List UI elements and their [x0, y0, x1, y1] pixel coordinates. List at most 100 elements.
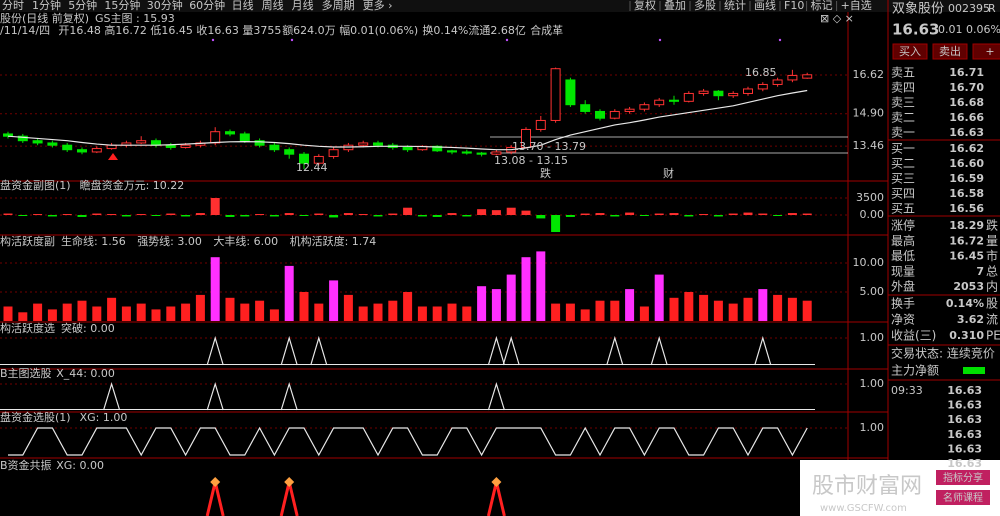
panel-title: 大丰线: 6.00: [213, 234, 278, 248]
main-net-label: 主力净额: [891, 364, 939, 378]
tool-button[interactable]: 统计: [724, 0, 746, 12]
candle-body: [609, 110, 620, 119]
period-tab[interactable]: 60分钟: [189, 0, 225, 12]
bar: [802, 213, 812, 215]
annotation: 13.08 - 13.15: [494, 154, 568, 167]
bar: [3, 213, 13, 215]
y-tick-label: 0.00: [860, 208, 885, 221]
candle-body: [669, 99, 679, 102]
book-value: 16.60: [949, 157, 984, 170]
annotation: 12.44: [296, 161, 328, 174]
bar: [240, 215, 250, 217]
y-tick-label: 14.90: [853, 107, 885, 120]
period-tab[interactable]: 月线: [292, 0, 314, 12]
watermark-tag: 名师课程: [943, 491, 983, 504]
trade-button[interactable]: +: [985, 45, 994, 58]
bar: [565, 215, 575, 217]
period-tab[interactable]: 更多 ›: [363, 0, 393, 12]
tool-button[interactable]: 画线: [754, 0, 776, 12]
stat-cut: PE: [986, 329, 1000, 343]
period-tab[interactable]: 周线: [262, 0, 284, 12]
signal-peak: [487, 381, 505, 411]
candle-body: [254, 140, 265, 146]
book-value: 7: [976, 265, 984, 278]
stat-label: 净资: [891, 313, 915, 327]
bar: [595, 300, 605, 321]
bar: [373, 215, 383, 217]
period-tab[interactable]: 5分钟: [68, 0, 97, 12]
panel-title: 构活跃度副: [0, 234, 55, 248]
bar: [551, 215, 561, 232]
candle-body: [32, 140, 43, 144]
candle-body: [461, 151, 472, 154]
bar: [713, 215, 723, 217]
bar: [462, 215, 472, 217]
tool-button[interactable]: +自选: [841, 0, 872, 12]
candle-body: [787, 74, 798, 81]
candle-body: [491, 151, 502, 155]
candle-body: [802, 74, 813, 79]
period-tab[interactable]: 30分钟: [147, 0, 183, 12]
y-tick-label: 10.00: [853, 256, 885, 269]
panel-title: 突破: 0.00: [61, 321, 115, 335]
book-value: 16.72: [949, 234, 984, 247]
bar: [195, 294, 205, 321]
candle-body: [639, 104, 650, 110]
bar: [151, 215, 161, 216]
bar: [699, 214, 709, 216]
candle-body: [772, 79, 783, 85]
period-tab[interactable]: 15分钟: [104, 0, 140, 12]
tool-button[interactable]: 标记: [811, 0, 833, 12]
flag: R: [988, 2, 996, 15]
period-tab[interactable]: 1分钟: [32, 0, 61, 12]
bar: [743, 212, 753, 215]
panel-title: 构活跃度选: [0, 321, 55, 335]
candle-body: [550, 68, 561, 121]
period-tab[interactable]: 分时: [2, 0, 24, 12]
book-value: 2053: [953, 280, 984, 293]
book-value: 16.63: [949, 126, 984, 139]
marker-dot: [211, 38, 215, 42]
book-value: 16.56: [949, 202, 984, 215]
bar: [728, 213, 738, 215]
signal-peak: [280, 335, 298, 366]
bar: [506, 274, 516, 321]
tool-button[interactable]: 复权: [634, 0, 656, 12]
bar: [580, 309, 590, 321]
bar: [269, 309, 279, 321]
bar: [669, 213, 679, 215]
net-flow-indicator: [963, 367, 985, 374]
bar: [432, 215, 442, 217]
panel-title: XG: 1.00: [80, 411, 128, 424]
tool-button[interactable]: 多股: [694, 0, 716, 12]
book-value: 3.62: [957, 313, 984, 326]
tool-button[interactable]: F10: [784, 0, 804, 12]
tool-button[interactable]: 叠加: [664, 0, 686, 12]
watermark-site: 股市财富网: [812, 474, 922, 499]
signal-peak: [206, 335, 224, 366]
book-value: 0.310: [949, 329, 984, 342]
bar: [181, 303, 191, 321]
panel-title: 盘资金选股(1): [0, 410, 71, 424]
bar: [136, 303, 146, 321]
book-value: 16.45: [949, 250, 984, 263]
bar: [388, 300, 398, 321]
candle-body: [595, 110, 605, 119]
bar: [565, 303, 575, 321]
bar: [477, 286, 487, 321]
bar: [33, 214, 43, 216]
bar: [728, 303, 738, 321]
period-tab[interactable]: 多周期: [322, 0, 355, 12]
book-value: 16.71: [949, 66, 984, 79]
y-tick-label: 1.00: [860, 331, 885, 344]
trade-button[interactable]: 买入: [899, 45, 921, 58]
trade-button[interactable]: 卖出: [939, 44, 961, 58]
period-tab[interactable]: 日线: [232, 0, 254, 12]
watermark-tag: 指标分享: [943, 471, 983, 484]
bar: [477, 209, 487, 215]
y-tick-label: 1.00: [860, 421, 885, 434]
quote-info: 开16.48: [58, 24, 101, 37]
panel-title: 机构活跃度: 1.74: [290, 234, 377, 248]
signal-diamond: [491, 477, 502, 487]
